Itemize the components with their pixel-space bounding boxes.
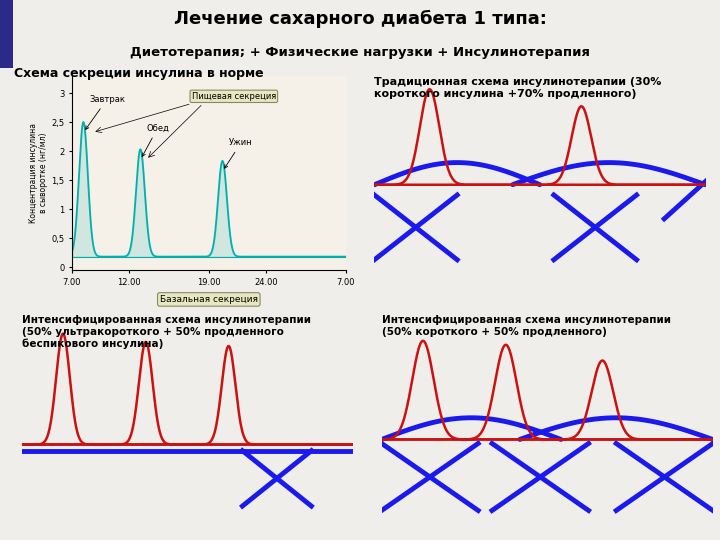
Text: Диетотерапия; + Физические нагрузки + Инсулинотерапия: Диетотерапия; + Физические нагрузки + Ин… xyxy=(130,46,590,59)
Text: Интенсифицированная схема инсулинотерапии
(50% короткого + 50% продленного): Интенсифицированная схема инсулинотерапи… xyxy=(382,315,670,337)
Text: Пищевая секреция: Пищевая секреция xyxy=(192,92,276,101)
Bar xyxy=(0,0,13,68)
Text: Обед: Обед xyxy=(142,124,169,157)
Text: Лечение сахарного диабета 1 типа:: Лечение сахарного диабета 1 типа: xyxy=(174,10,546,28)
Y-axis label: Концентрация инсулина
в сыворотке (нг/мл): Концентрация инсулина в сыворотке (нг/мл… xyxy=(29,123,48,223)
Text: Традиционная схема инсулинотерапии (30%
короткого инсулина +70% продленного): Традиционная схема инсулинотерапии (30% … xyxy=(374,77,662,99)
Text: Ужин: Ужин xyxy=(225,138,253,168)
Text: Завтрак: Завтрак xyxy=(86,94,125,130)
Text: Интенсифицированная схема инсулинотерапии
(50% ультракороткого + 50% продленного: Интенсифицированная схема инсулинотерапи… xyxy=(22,315,310,349)
Text: Базальная секреция: Базальная секреция xyxy=(160,295,258,304)
Text: Схема секреции инсулина в норме: Схема секреции инсулина в норме xyxy=(14,68,264,80)
